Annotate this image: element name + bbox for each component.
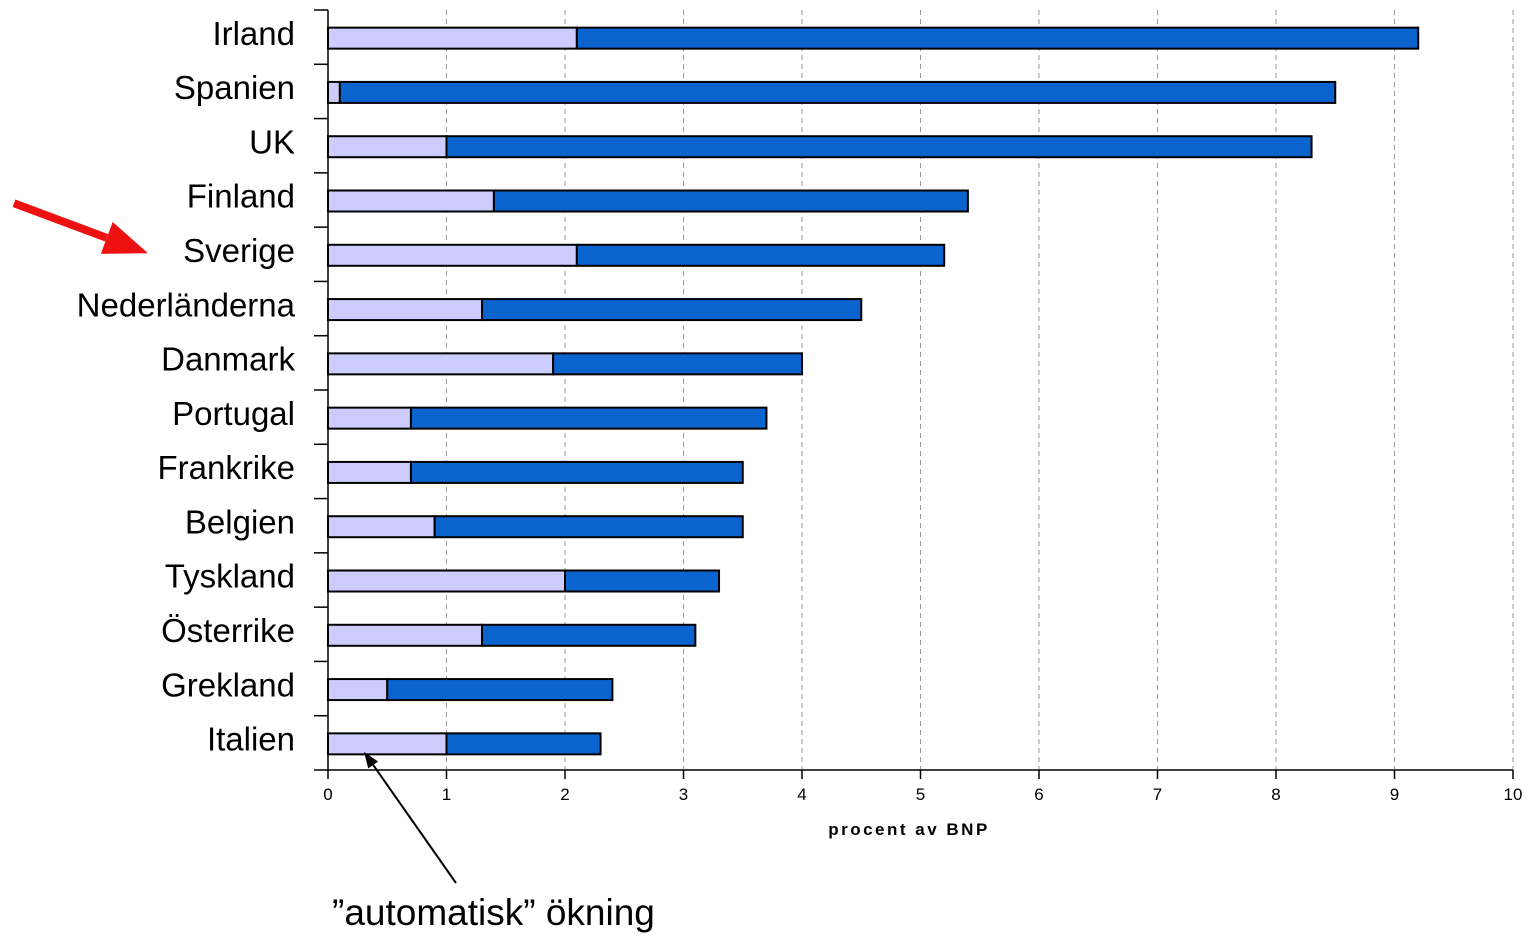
bar-segment-2 — [575, 243, 946, 267]
category-label: Portugal — [172, 395, 295, 432]
x-tick-label: 6 — [1034, 785, 1043, 804]
bar-segment-2 — [492, 189, 969, 213]
y-axis — [314, 9, 329, 771]
bar-segment-2 — [564, 569, 721, 593]
bar-segment-1 — [327, 515, 436, 539]
x-tick-label: 7 — [1153, 785, 1162, 804]
bar-segment-2 — [445, 732, 602, 756]
bar-segment-1 — [327, 26, 578, 50]
bar-segment-2 — [481, 623, 697, 647]
bars — [327, 26, 1420, 756]
bar-segment-1 — [327, 732, 448, 756]
x-tick-label: 10 — [1504, 785, 1523, 804]
category-label: Nederländerna — [77, 286, 296, 323]
x-tick-label: 8 — [1271, 785, 1280, 804]
category-label: Grekland — [161, 666, 295, 703]
category-label: Spanien — [174, 69, 295, 106]
category-labels: Irland Spanien UK Finland Sverige Nederländer… — [77, 15, 296, 758]
category-label: Italien — [207, 721, 295, 758]
x-axis — [327, 769, 1514, 779]
bar-segment-2 — [433, 515, 744, 539]
bar-segment-1 — [327, 460, 412, 484]
x-tick-label: 5 — [916, 785, 925, 804]
bar-segment-2 — [409, 460, 744, 484]
grid-lines — [446, 10, 1514, 770]
bar-segment-1 — [327, 678, 389, 702]
bar-segment-1 — [327, 569, 566, 593]
category-label: Österrike — [161, 612, 295, 649]
bar-segment-1 — [327, 352, 555, 376]
x-tick-label: 1 — [442, 785, 451, 804]
bar-segment-2 — [552, 352, 804, 376]
x-tick-label: 4 — [797, 785, 806, 804]
bar-segment-1 — [327, 298, 484, 322]
bar-segment-1 — [327, 80, 341, 104]
highlight-arrow-head — [100, 221, 148, 254]
x-tick-label: 3 — [679, 785, 688, 804]
category-label: Tyskland — [165, 558, 295, 595]
category-label: Sverige — [183, 232, 295, 269]
x-axis-title: procent av BNP — [828, 820, 990, 839]
annotation: ”automatisk” ökning — [332, 751, 655, 933]
bar-segment-2 — [575, 26, 1420, 50]
x-tick-label: 9 — [1390, 785, 1399, 804]
highlight-arrow-shaft — [12, 199, 109, 242]
highlight-arrow — [12, 199, 148, 254]
category-label: Danmark — [161, 341, 295, 378]
x-tick-label: 2 — [560, 785, 569, 804]
category-label: Finland — [187, 178, 295, 215]
bar-segment-1 — [327, 189, 495, 213]
category-label: Irland — [212, 15, 295, 52]
annotation-text: ”automatisk” ökning — [332, 892, 655, 933]
bar-segment-2 — [386, 678, 614, 702]
category-label: Belgien — [185, 503, 295, 540]
bar-segment-1 — [327, 623, 484, 647]
category-label: Frankrike — [157, 449, 295, 486]
x-tick-labels: 0 1 2 3 4 5 6 7 8 9 10 — [323, 785, 1522, 804]
bar-segment-2 — [481, 298, 863, 322]
bar-segment-2 — [338, 80, 1337, 104]
bar-segment-2 — [409, 406, 768, 430]
bar-segment-1 — [327, 243, 578, 267]
annotation-pointer-head — [364, 751, 379, 769]
annotation-pointer-line — [372, 764, 457, 884]
x-tick-label: 0 — [323, 785, 332, 804]
bar-segment-1 — [327, 135, 448, 159]
category-label: UK — [249, 123, 295, 160]
bar-segment-2 — [445, 135, 1313, 159]
bar-segment-1 — [327, 406, 412, 430]
